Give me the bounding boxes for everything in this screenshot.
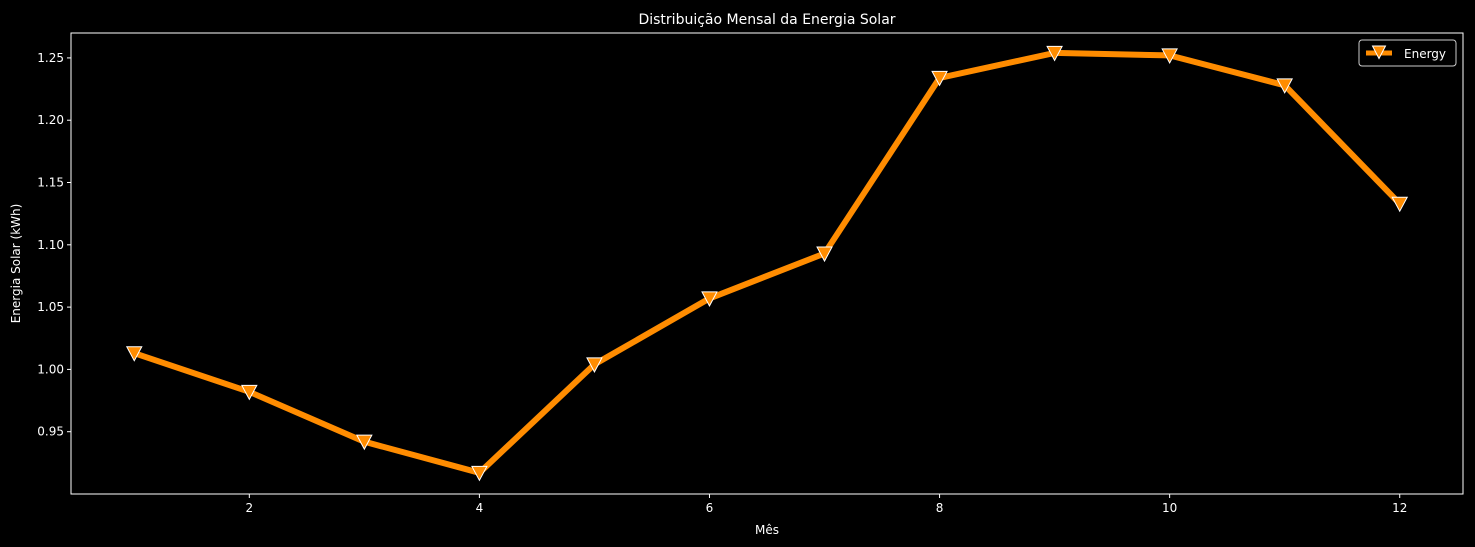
data-point-marker	[1276, 78, 1294, 94]
y-axis-ticks: 0.95 1.00 1.05 1.10 1.15 1.20 1.25	[37, 51, 71, 439]
y-tick-label: 1.25	[37, 51, 64, 65]
x-axis-label: Mês	[755, 523, 779, 537]
x-axis-ticks: 2 4 6 8 10 12	[245, 494, 1407, 515]
x-tick-label: 8	[936, 501, 944, 515]
data-point-marker	[586, 357, 603, 373]
data-point-marker	[701, 291, 718, 307]
y-tick-label: 1.00	[37, 362, 64, 376]
data-point-marker	[816, 246, 833, 263]
y-tick-label: 1.05	[37, 300, 64, 314]
data-point-marker	[1391, 196, 1409, 213]
x-tick-label: 2	[245, 501, 253, 515]
chart-title: Distribuição Mensal da Energia Solar	[638, 12, 895, 28]
plot-frame	[70, 32, 1464, 495]
data-point-marker	[931, 70, 948, 87]
legend-label: Energy	[1404, 47, 1446, 61]
y-tick-label: 1.15	[37, 176, 64, 190]
x-tick-label: 12	[1392, 501, 1407, 515]
x-tick-label: 4	[476, 501, 484, 515]
legend-marker-icon	[1371, 45, 1387, 60]
data-point-marker	[1046, 45, 1063, 62]
legend: Energy	[1358, 39, 1457, 67]
y-tick-label: 1.10	[37, 238, 64, 252]
data-point-marker	[240, 384, 258, 401]
x-tick-label: 6	[706, 501, 714, 515]
x-tick-label: 10	[1162, 501, 1177, 515]
y-tick-label: 1.20	[37, 113, 64, 127]
y-tick-label: 0.95	[37, 425, 64, 439]
plot-series	[125, 45, 1409, 482]
series-line-energy	[133, 49, 1402, 476]
data-point-marker	[125, 346, 143, 362]
y-axis-label: Energia Solar (kWh)	[9, 204, 23, 324]
data-point-marker	[1161, 48, 1178, 64]
data-point-marker	[471, 465, 488, 482]
data-point-marker	[356, 434, 373, 451]
